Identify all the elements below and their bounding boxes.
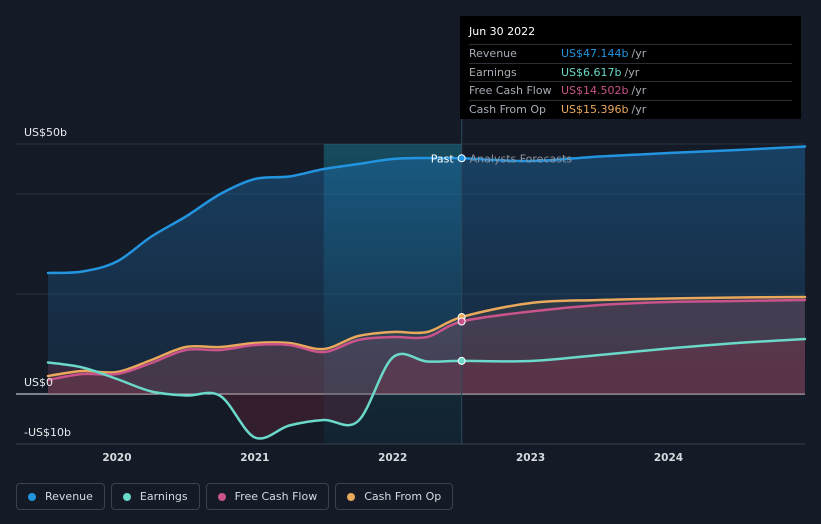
tooltip-unit: /yr bbox=[624, 65, 640, 79]
area-earnings bbox=[48, 339, 805, 439]
legend: Revenue Earnings Free Cash Flow Cash Fro… bbox=[16, 483, 454, 510]
tooltip-date: Jun 30 2022 bbox=[469, 25, 536, 38]
tooltip-label: Free Cash Flow bbox=[469, 84, 552, 97]
tooltip-row-earnings: Earnings US$6.617b /yr bbox=[469, 62, 792, 82]
line-earnings bbox=[46, 337, 807, 440]
forecast-label: Analysts Forecasts bbox=[470, 152, 573, 165]
legend-item-free-cash-flow[interactable]: Free Cash Flow bbox=[205, 483, 330, 510]
x-tick-label: 2020 bbox=[102, 452, 131, 464]
marker-free-cash-flow bbox=[457, 317, 466, 326]
legend-label: Cash From Op bbox=[364, 490, 442, 503]
line-free-cash-flow bbox=[46, 298, 807, 382]
tooltip-unit: /yr bbox=[631, 102, 647, 116]
legend-item-earnings[interactable]: Earnings bbox=[110, 483, 200, 510]
line-cash-from-op bbox=[46, 295, 807, 378]
legend-item-cash-from-op[interactable]: Cash From Op bbox=[335, 483, 454, 510]
x-tick-label: 2024 bbox=[654, 452, 683, 464]
x-tick-label: 2022 bbox=[378, 452, 407, 464]
legend-label: Earnings bbox=[139, 490, 188, 503]
tooltip-label: Revenue bbox=[469, 47, 517, 60]
tooltip-value: US$47.144b bbox=[561, 47, 629, 60]
tooltip-row-cash-from-op: Cash From Op US$15.396b /yr bbox=[469, 99, 792, 119]
y-label-top: US$50b bbox=[24, 126, 67, 139]
tooltip-row-revenue: Revenue US$47.144b /yr bbox=[469, 44, 792, 63]
legend-dot-icon bbox=[28, 492, 36, 501]
legend-label: Free Cash Flow bbox=[234, 490, 318, 503]
area-free-cash-flow bbox=[48, 300, 805, 394]
area-cash-from-op bbox=[48, 297, 805, 394]
y-label-zero: US$0 bbox=[24, 376, 53, 389]
tooltip-label: Cash From Op bbox=[469, 102, 547, 116]
tooltip-value: US$14.502b bbox=[561, 84, 629, 97]
marker-earnings bbox=[457, 356, 466, 365]
x-tick-label: 2021 bbox=[240, 452, 269, 464]
marker-revenue bbox=[457, 154, 466, 163]
y-label-bottom: -US$10b bbox=[24, 426, 71, 439]
x-tick-label: 2023 bbox=[516, 452, 545, 464]
tooltip-value: US$15.396b bbox=[561, 102, 629, 116]
tooltip-label: Earnings bbox=[469, 65, 517, 79]
line-revenue bbox=[46, 145, 807, 275]
legend-label: Revenue bbox=[45, 490, 93, 503]
legend-dot-icon bbox=[347, 492, 356, 501]
past-label: Past bbox=[431, 152, 455, 165]
tooltip-row-free-cash-flow: Free Cash Flow US$14.502b /yr bbox=[469, 81, 792, 100]
tooltip-value: US$6.617b bbox=[561, 65, 622, 79]
legend-dot-icon bbox=[217, 492, 226, 501]
area-revenue bbox=[48, 146, 805, 394]
tooltip-panel: Jun 30 2022 Revenue US$47.144b /yr Earni… bbox=[460, 16, 801, 119]
tooltip-unit: /yr bbox=[631, 84, 647, 97]
tooltip-unit: /yr bbox=[631, 47, 647, 60]
legend-item-revenue[interactable]: Revenue bbox=[16, 483, 105, 510]
legend-dot-icon bbox=[122, 492, 131, 501]
